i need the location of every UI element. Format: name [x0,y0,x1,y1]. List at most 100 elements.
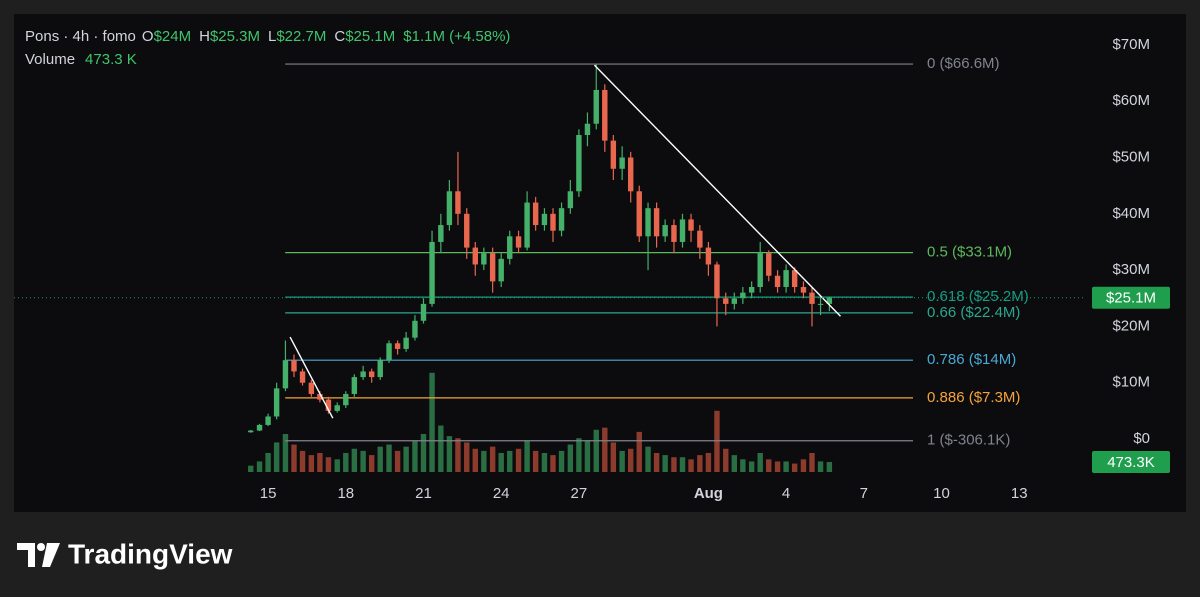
last-price-tag [1092,286,1170,309]
candle-body [317,393,323,400]
volume-bar [619,450,625,472]
volume-bar [403,446,409,472]
x-tick-label: 21 [415,485,432,502]
candle-body [498,258,504,282]
volume-bar [412,440,418,472]
brand: TradingView [68,538,233,569]
volume-bar [343,453,349,472]
volume-bar [593,429,599,472]
candle-body [351,377,358,394]
candle-body [420,303,427,321]
candle-body [273,388,280,417]
volume-bar [766,459,772,472]
ohlc-value: $24M [154,28,192,45]
volume-bar [697,455,703,472]
logo-icon [17,543,35,567]
volume-bar [688,459,694,472]
volume-bar [498,453,504,472]
candle-body [256,424,263,431]
volume-legend: Volume 473.3 K [25,51,137,68]
candle-body [550,213,556,231]
candle-body [429,241,435,304]
ohlc-value: $25.3M [210,28,260,45]
volume-bar [584,440,591,472]
fib-label: 0.66 ($22.4M) [927,304,1020,321]
x-tick-label: Aug [694,485,723,502]
candle-body [524,202,530,248]
volume-label: Volume [25,51,75,68]
candle-body [472,247,478,265]
candle-body [783,270,789,287]
candle-body [576,134,582,192]
trendline [593,64,841,317]
candle-body [774,275,781,287]
volume-bar [265,453,271,472]
candle-body [507,236,513,259]
volume-bar [325,457,332,472]
candle-body [705,247,712,265]
volume-bar [291,444,297,472]
symbol: Pons · 4h · fomo [25,28,136,45]
x-tick-label: 24 [493,485,510,502]
candle-body [653,208,660,237]
y-tick-label: $70M [1112,36,1150,53]
candle-body [593,89,599,124]
x-tick-label: 13 [1011,485,1028,502]
volume-bar [334,459,340,472]
volume-bar [723,448,729,472]
volume-bar [645,446,651,472]
candle-body [748,286,755,293]
candle-body [541,213,548,226]
candle-body [679,219,686,242]
ohlc-label: H [199,28,210,45]
candle-body [723,298,729,304]
y-tick-label: $60M [1112,92,1150,109]
volume-bar [489,446,496,472]
volume-bar [515,448,522,472]
trendline [289,336,334,419]
candle-body [817,303,824,305]
y-tick-label: $20M [1112,317,1150,334]
candle-body [558,208,565,231]
volume-bar [671,457,677,472]
tradingview-logo: TradingView [17,538,233,569]
volume-bar [455,438,461,472]
volume-bar [282,434,289,472]
x-tick-label: 27 [571,485,588,502]
candle-body [386,343,392,361]
volume-bar [481,450,487,472]
x-tick-label: 7 [860,485,868,502]
volume-bar [524,440,530,472]
candle-body [697,230,703,248]
fib-label: 1 ($-306.1K) [927,432,1010,449]
candle-body [662,225,668,237]
volume-bar [567,444,574,472]
candle-body [636,191,642,237]
volume-bar [550,455,556,472]
candle-body [455,191,461,214]
volume-bar [464,442,470,472]
candle-body [446,191,453,226]
volume-bar [299,450,306,472]
volume-bar [817,461,824,472]
candle-body [464,213,470,248]
y-tick-label: $0 [1133,430,1150,447]
volume-bar [602,427,608,472]
last-volume-tag [1092,451,1170,474]
ohlc-label: C [334,28,345,45]
volume-bar [317,453,323,472]
volume-bar [740,459,746,472]
y-tick-label: $10M [1112,374,1150,391]
volume-bar [394,450,401,472]
candle-body [584,123,591,135]
candle-body [299,371,306,383]
volume-bar [351,448,358,472]
logo-icon [42,543,60,567]
candle-body [360,371,366,378]
candle-body [394,343,401,349]
volume-bar [627,448,634,472]
ohlc-label: L [268,28,276,45]
candle-body [757,253,763,287]
volume-bar [446,436,453,472]
